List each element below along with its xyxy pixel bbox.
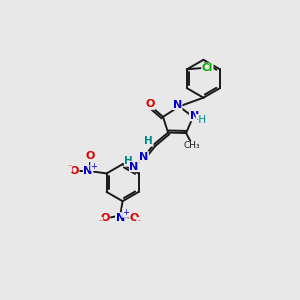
Text: ⁻: ⁻ [136, 218, 141, 226]
Text: ⁻: ⁻ [68, 163, 72, 172]
Text: O: O [85, 152, 94, 161]
Text: CH₃: CH₃ [184, 142, 200, 151]
Text: +: + [91, 162, 98, 171]
Text: N: N [130, 161, 139, 172]
Text: H: H [124, 156, 133, 166]
Text: O: O [100, 213, 110, 223]
Text: O: O [146, 99, 155, 110]
Text: N: N [190, 111, 199, 121]
Text: N: N [116, 213, 125, 223]
Text: N: N [83, 166, 93, 176]
Text: N: N [139, 152, 148, 162]
Text: N: N [173, 100, 182, 110]
Text: ⁻: ⁻ [98, 218, 103, 226]
Text: +: + [123, 208, 130, 217]
Text: ·H: ·H [196, 115, 207, 124]
Text: Cl: Cl [202, 63, 213, 73]
Text: O: O [70, 166, 79, 176]
Text: H: H [144, 136, 153, 146]
Text: O: O [130, 213, 139, 223]
